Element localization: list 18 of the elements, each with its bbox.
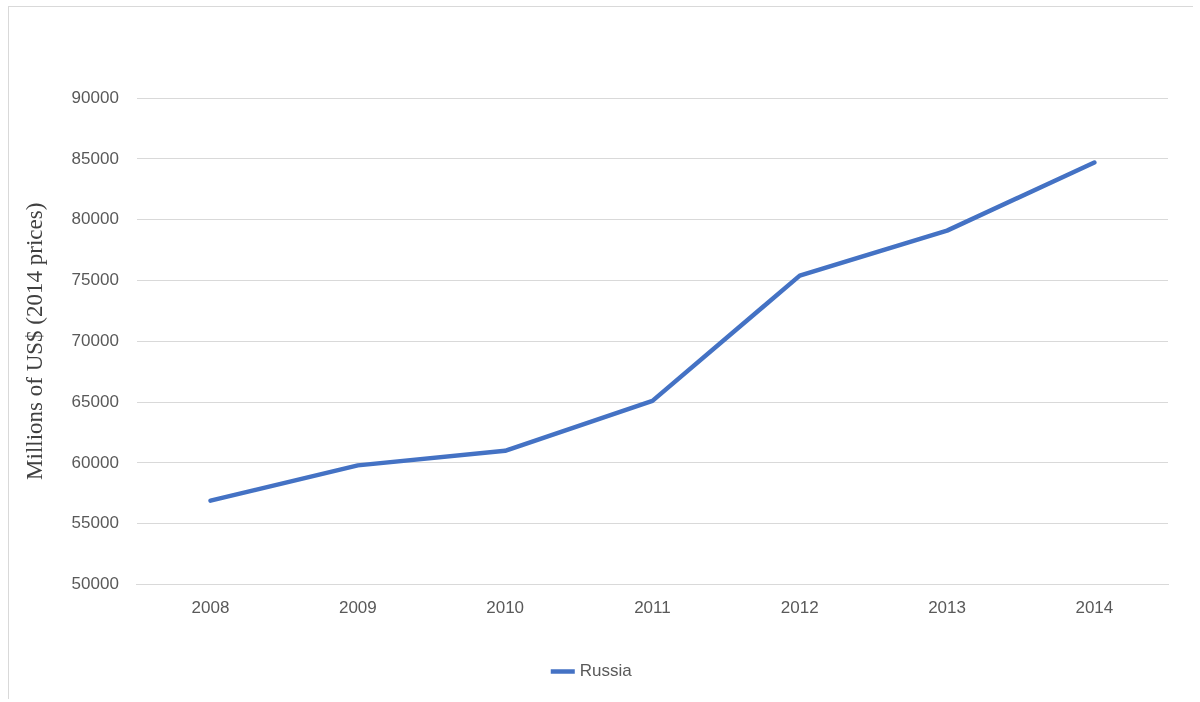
y-axis-title: Millions of US$ (2014 prices) <box>21 202 47 480</box>
y-tick-label: 65000 <box>71 391 119 411</box>
y-tick-label: 75000 <box>71 270 119 290</box>
x-tick-label: 2010 <box>486 598 525 618</box>
legend-label: Russia <box>579 661 633 681</box>
x-tick-label: 2013 <box>928 598 966 618</box>
y-tick-label: 50000 <box>71 574 119 594</box>
y-tick-label: 85000 <box>71 148 119 168</box>
x-tick-label: 2008 <box>191 598 230 618</box>
x-tick-label: 2009 <box>338 598 377 618</box>
y-tick-label: 90000 <box>71 87 119 107</box>
x-tick-label: 2012 <box>780 598 819 618</box>
y-tick-label: 55000 <box>71 513 119 533</box>
x-tick-label: 2014 <box>1075 598 1114 618</box>
y-tick-label: 80000 <box>71 209 119 229</box>
y-tick-label: 70000 <box>71 330 119 350</box>
x-tick-label: 2011 <box>634 598 671 618</box>
y-tick-label: 60000 <box>71 452 119 472</box>
